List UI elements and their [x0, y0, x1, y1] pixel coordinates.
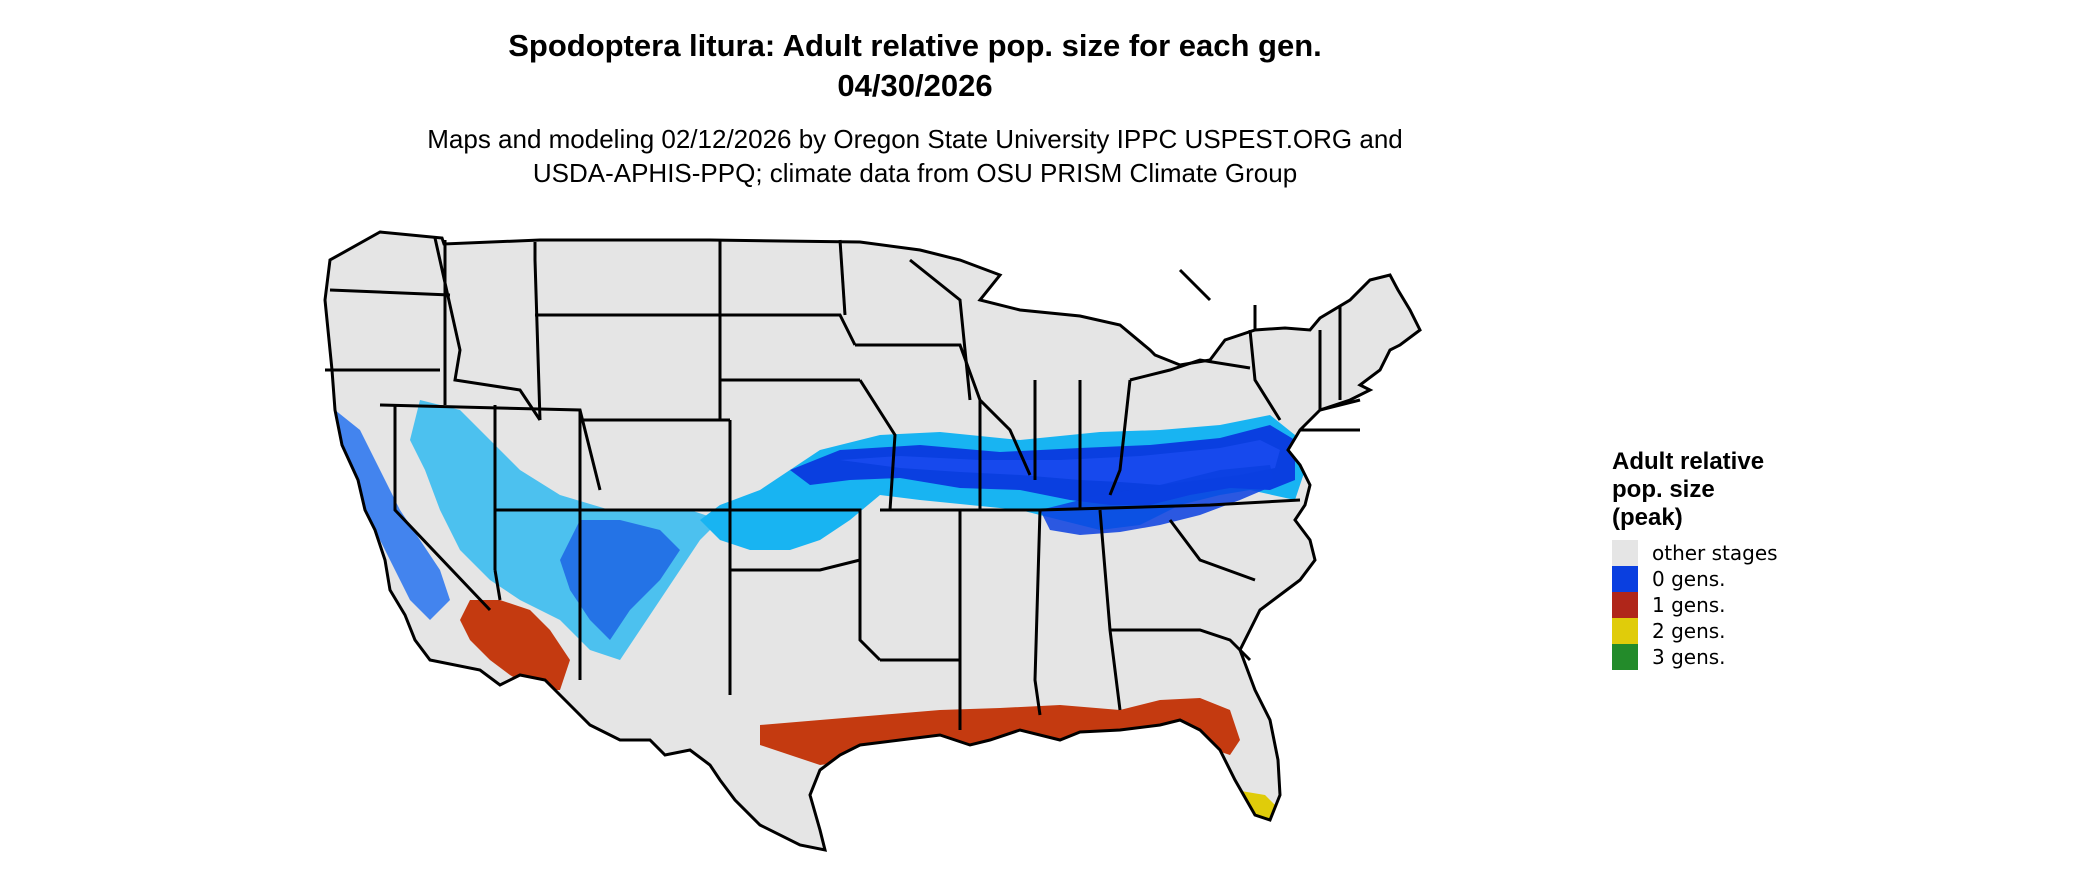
legend-label-other-stages: other stages [1652, 541, 1778, 565]
us-pest-map [323, 230, 1422, 852]
legend-label-3-gens: 3 gens. [1652, 645, 1726, 669]
zone-1-gens-arizona [460, 600, 570, 690]
legend-title-line-3: (peak) [1612, 504, 1683, 531]
legend-title-line-2: pop. size [1612, 476, 1715, 503]
legend-label-2-gens: 2 gens. [1652, 619, 1726, 643]
map-date: 04/30/2026 [837, 68, 993, 103]
legend-swatch-other-stages [1612, 540, 1638, 566]
legend-label-1-gens: 1 gens. [1652, 593, 1726, 617]
state-borders [323, 230, 1422, 852]
zone-0-gens-mid-central [840, 440, 1280, 485]
map-credit-line-2: USDA-APHIS-PPQ; climate data from OSU PR… [532, 158, 1298, 188]
legend-label-0-gens: 0 gens. [1652, 567, 1726, 591]
legend-swatch-3-gens [1612, 644, 1638, 670]
zone-0-gens-appalachian [1040, 465, 1275, 535]
zone-0-gens-california [335, 410, 450, 620]
legend-swatch-0-gens [1612, 566, 1638, 592]
zone-0-gens-southwest-dark [560, 520, 680, 640]
map-title: Spodoptera litura: Adult relative pop. s… [508, 28, 1322, 63]
legend-swatch-2-gens [1612, 618, 1638, 644]
legend-title: Adult relative pop. size (peak) [1612, 448, 1832, 532]
map-credit-line-1: Maps and modeling 02/12/2026 by Oregon S… [427, 124, 1403, 154]
legend-swatch-1-gens [1612, 592, 1638, 618]
legend-title-line-1: Adult relative [1612, 448, 1765, 475]
